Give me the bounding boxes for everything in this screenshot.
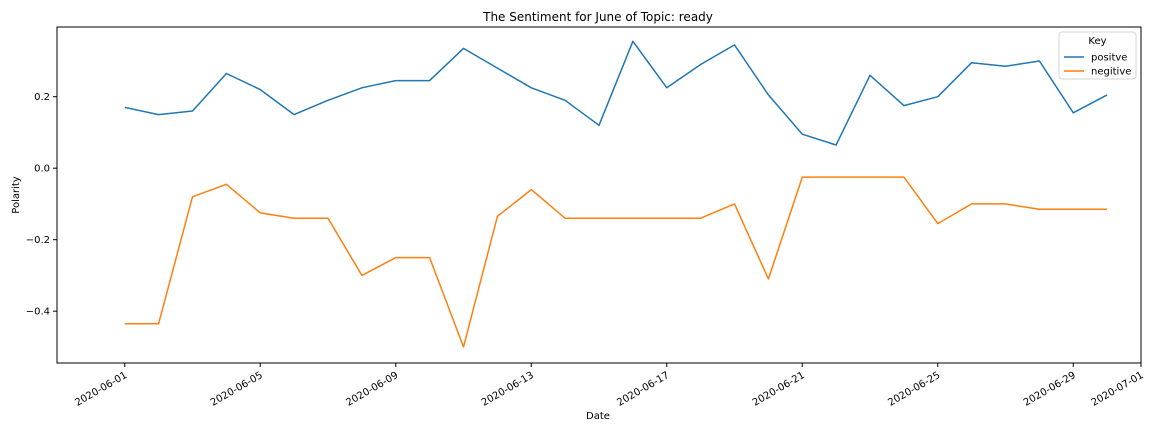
x-tick-label: 2020-06-29 — [1022, 370, 1078, 409]
legend-label-negitive: negitive — [1091, 67, 1131, 78]
legend-title: Key — [1088, 36, 1106, 47]
x-tick-label: 2020-07-01 — [1090, 370, 1146, 409]
y-tick-label: 0.2 — [34, 92, 50, 103]
y-tick-label: 0.0 — [34, 164, 50, 175]
plot-area: −0.4 −0.2 0.0 0.2 2020-06-01 2020-06-05 2020-0… — [26, 26, 1146, 409]
x-tick-label: 2020-06-01 — [73, 370, 129, 409]
x-tick-label: 2020-06-21 — [751, 370, 807, 409]
series-line-positve — [124, 40, 1108, 146]
y-axis-label: Polarity — [11, 176, 22, 214]
y-tick-label: −0.4 — [26, 307, 50, 318]
y-tick-label: −0.2 — [26, 235, 50, 246]
x-tick-label: 2020-06-05 — [209, 370, 265, 409]
legend: Key positve negitive — [1058, 31, 1137, 80]
series-line-negitive — [124, 176, 1108, 348]
legend-box — [1058, 31, 1137, 80]
legend-label-positve: positve — [1091, 53, 1127, 64]
x-tick-label: 2020-06-09 — [344, 370, 400, 409]
x-tick-label: 2020-06-13 — [480, 370, 536, 409]
plot-frame — [56, 26, 1142, 364]
x-axis-label: Date — [586, 411, 610, 422]
x-tick-label: 2020-06-25 — [886, 370, 942, 409]
x-tick-label: 2020-06-17 — [615, 370, 671, 409]
chart-title: The Sentiment for June of Topic: ready — [482, 10, 713, 24]
